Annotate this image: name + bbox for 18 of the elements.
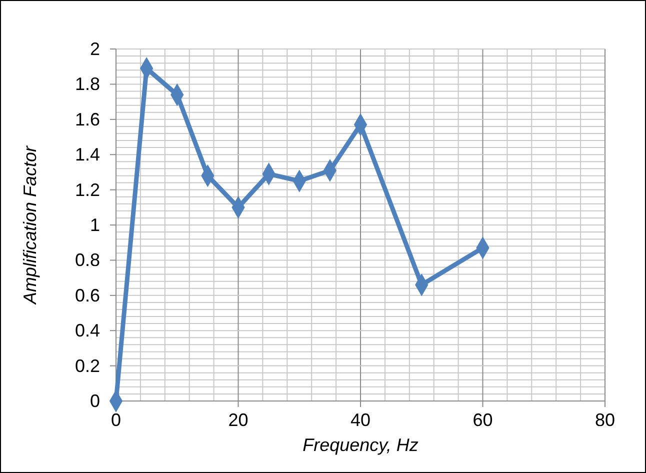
x-tick-label: 80 [594,410,616,430]
y-tick-label: 0.2 [74,356,100,376]
x-axis-title: Frequency, Hz [302,435,418,455]
y-tick-label: 1.6 [74,109,100,130]
x-tick-label: 60 [472,410,493,430]
x-tick-label: 40 [350,410,371,430]
y-tick-label: 0.8 [74,250,100,270]
y-tick-label: 1.4 [74,144,100,165]
y-tick-label: 2 [90,39,100,59]
x-tick-label: 0 [110,410,122,430]
y-tick-label: 0.4 [74,320,100,341]
y-tick-label: 0.6 [74,285,100,306]
y-tick-label: 1 [90,215,100,235]
y-tick-label: 1.8 [74,74,100,94]
y-tick-label: 0 [90,391,100,411]
y-tick-label: 1.2 [74,180,100,200]
y-axis-title: Amplification Factor [20,144,40,306]
x-tick-label: 20 [228,410,248,430]
